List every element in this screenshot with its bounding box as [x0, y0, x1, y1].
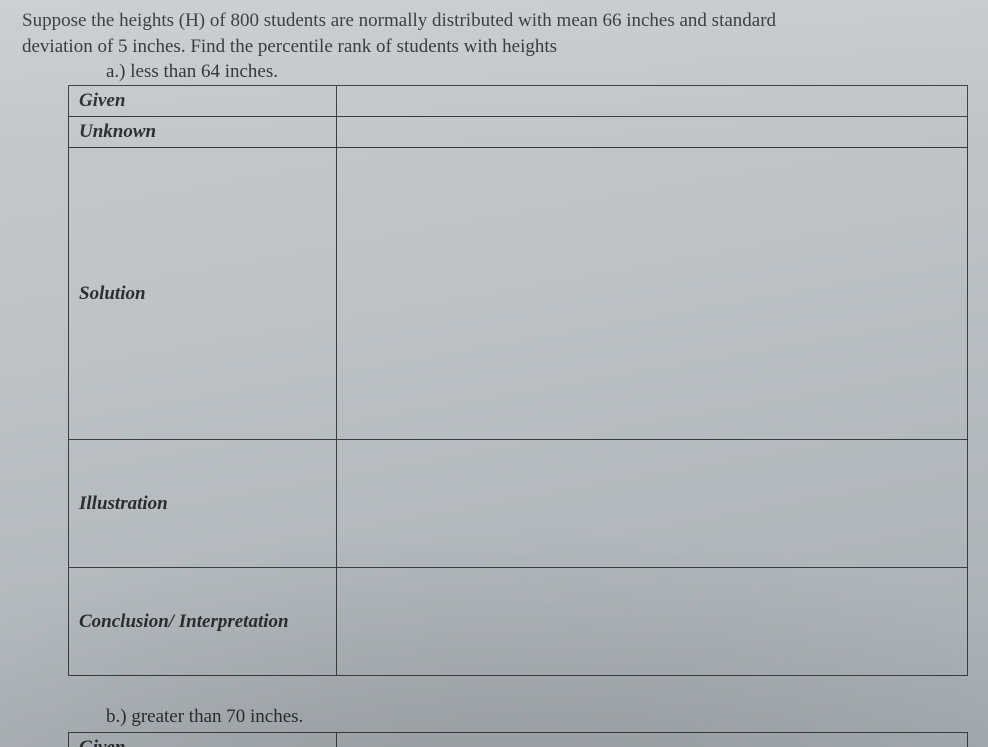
- subpart-b-label: b.) greater than 70 inches.: [106, 706, 972, 728]
- worksheet-table-a: Given Unknown Solution Illustration Conc…: [68, 85, 968, 676]
- table-row: Conclusion/ Interpretation: [69, 568, 968, 676]
- row-value-illustration: [337, 440, 968, 568]
- row-value-given-b: [337, 733, 968, 747]
- worksheet-page: Suppose the heights (H) of 800 students …: [0, 0, 988, 747]
- table-row: Illustration: [69, 440, 968, 568]
- table-row: Unknown: [69, 117, 968, 148]
- row-label-solution: Solution: [69, 148, 337, 440]
- row-value-solution: [337, 148, 968, 440]
- problem-statement: Suppose the heights (H) of 800 students …: [22, 8, 966, 59]
- row-value-conclusion: [337, 568, 968, 676]
- worksheet-table-b: Given: [68, 732, 968, 747]
- table-row: Given: [69, 86, 968, 117]
- row-value-given: [337, 86, 968, 117]
- row-label-given: Given: [69, 86, 337, 117]
- problem-line-2: deviation of 5 inches. Find the percenti…: [22, 36, 557, 57]
- subpart-a-label: a.) less than 64 inches.: [106, 61, 972, 83]
- problem-line-1: Suppose the heights (H) of 800 students …: [22, 10, 776, 31]
- table-row: Given: [69, 733, 968, 747]
- row-label-given-b: Given: [69, 733, 337, 747]
- row-label-conclusion: Conclusion/ Interpretation: [69, 568, 337, 676]
- row-value-unknown: [337, 117, 968, 148]
- row-label-illustration: Illustration: [69, 440, 337, 568]
- table-row: Solution: [69, 148, 968, 440]
- row-label-unknown: Unknown: [69, 117, 337, 148]
